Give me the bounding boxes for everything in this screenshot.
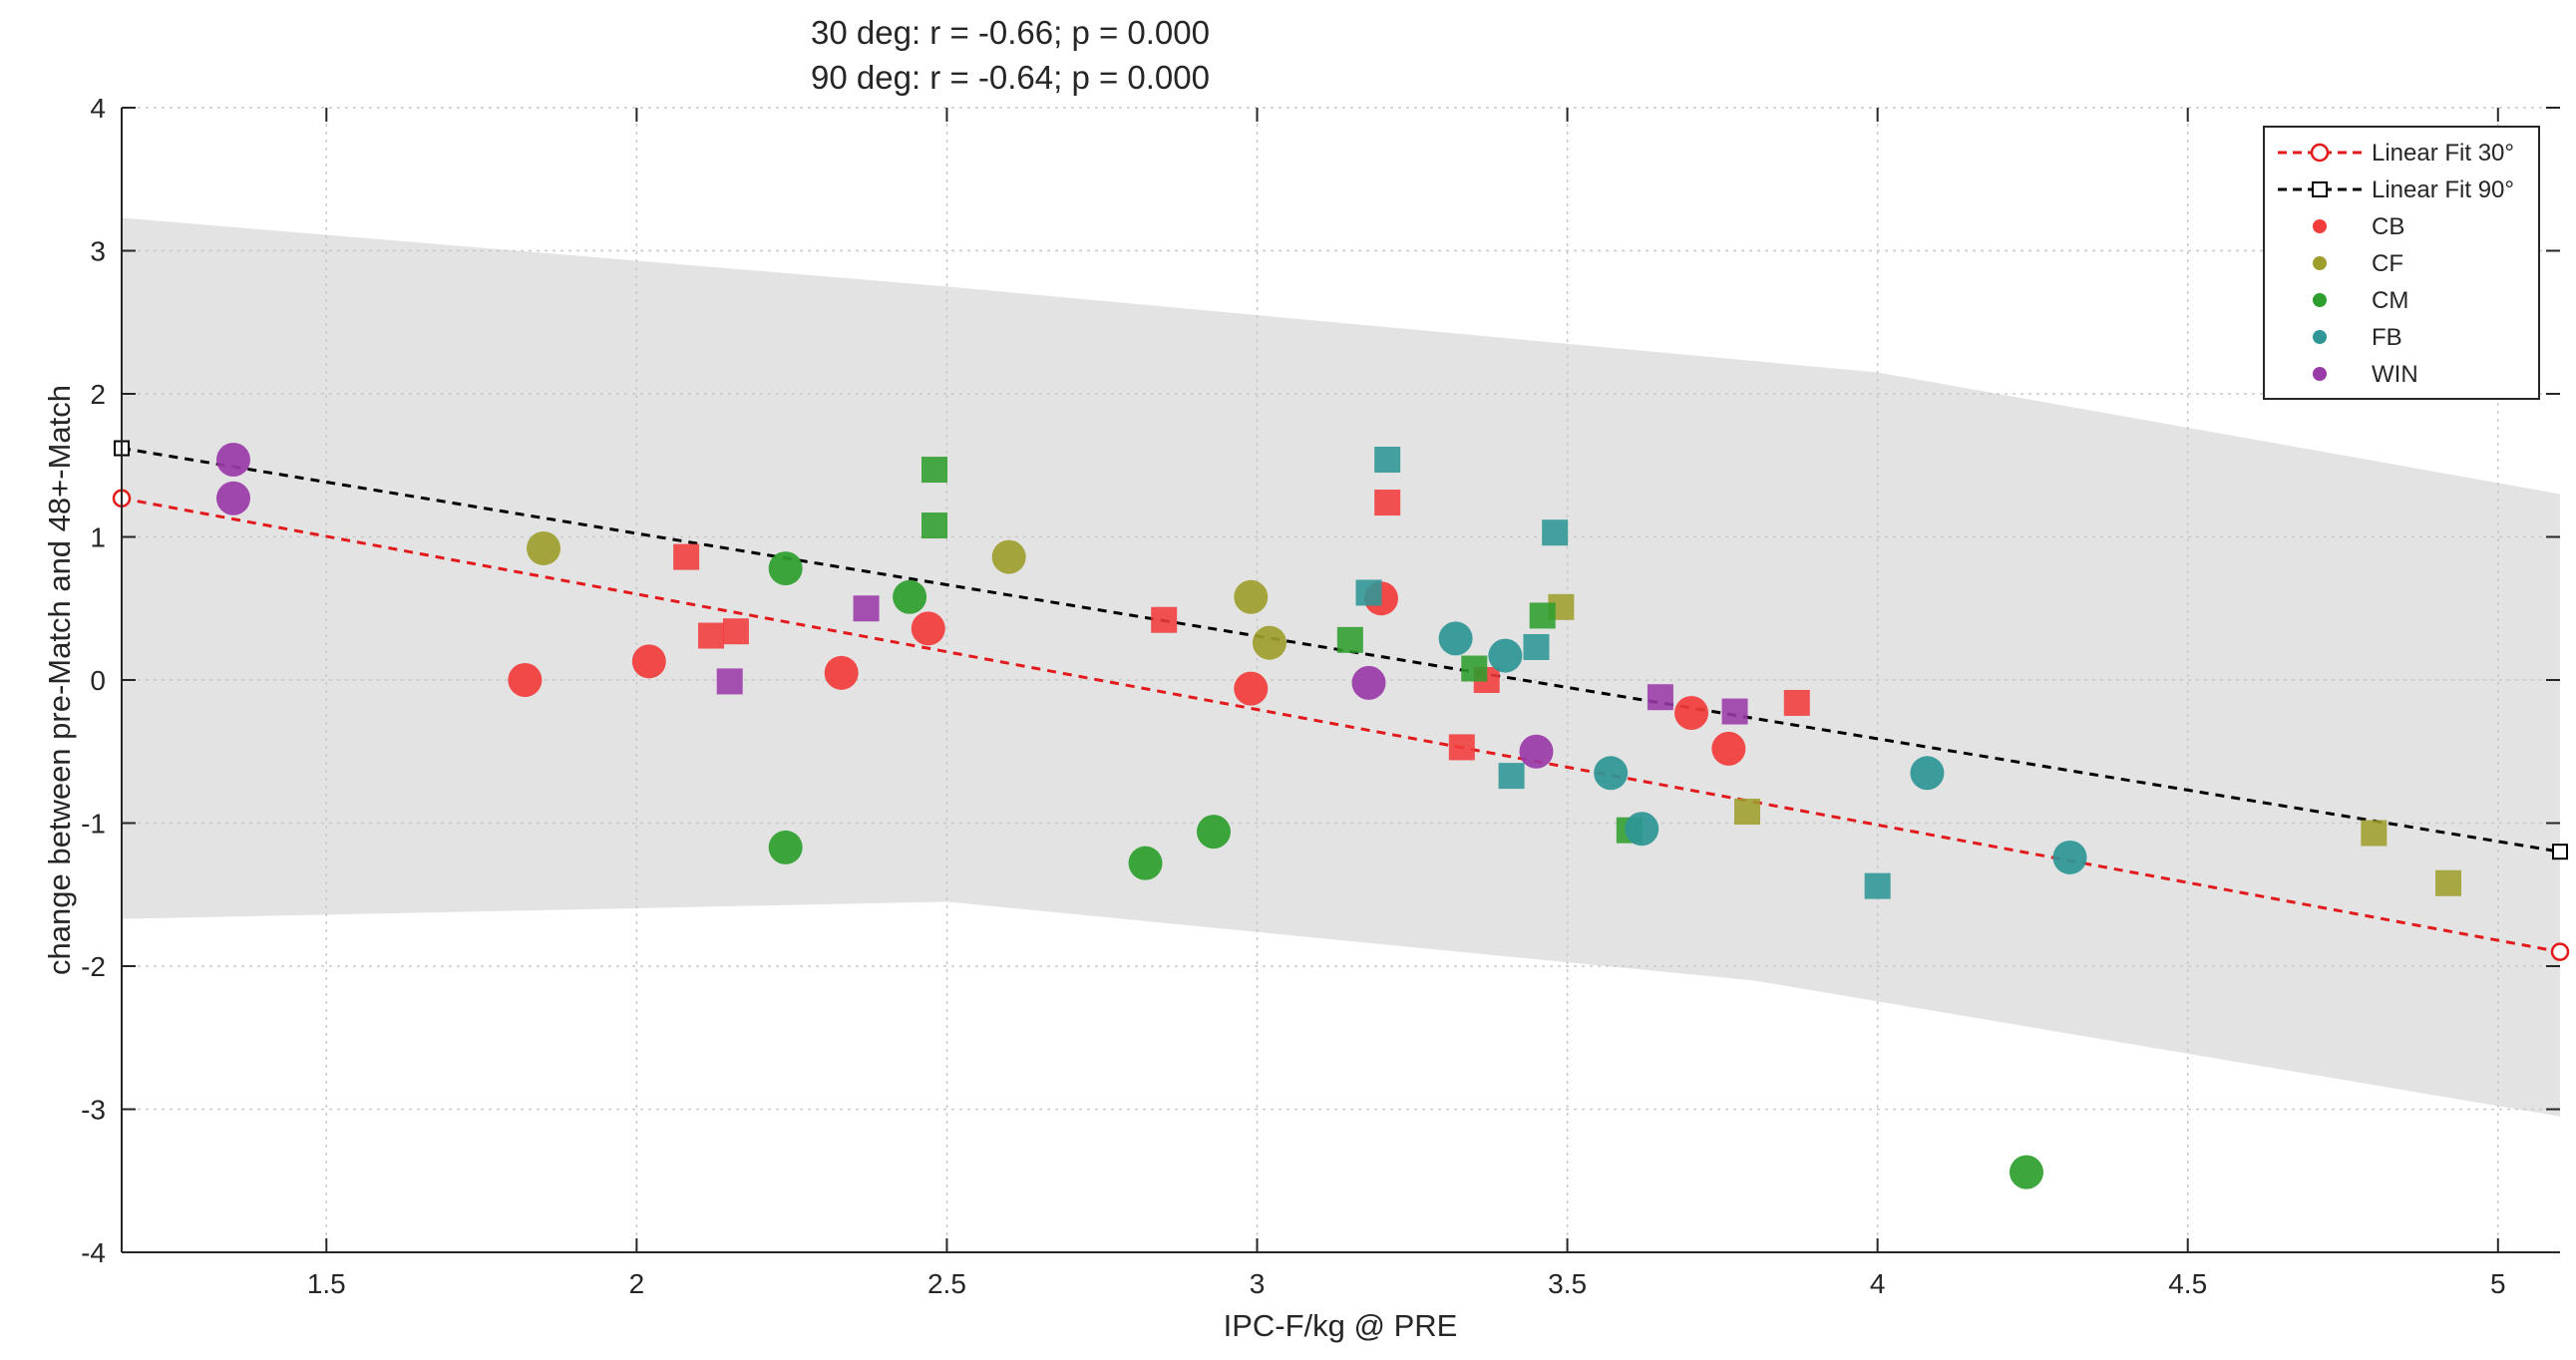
y-tick-label: 1 xyxy=(90,522,106,553)
axes-layer: 1.5 2 2.5 3 3.5 4 4.5 5 -4 -3 -2 -1 0 1 2 3 4 xyxy=(81,93,2560,1299)
data-point-cb-circle xyxy=(824,655,859,690)
data-point-win-square xyxy=(1647,684,1673,711)
data-point-cb-square xyxy=(722,618,749,645)
fit30-line xyxy=(121,497,2561,954)
data-point-cb-square xyxy=(673,543,700,570)
data-point-cm-circle xyxy=(2009,1155,2043,1190)
data-point-cb-circle xyxy=(508,663,543,697)
data-point-cb-square xyxy=(1374,490,1401,516)
chart-title-line-1: 30 deg: r = -0.66; p = 0.000 xyxy=(811,14,1210,51)
data-point-cb-square xyxy=(1783,689,1810,716)
data-point-cm-square xyxy=(921,457,947,484)
legend-cb-swatch xyxy=(2313,219,2327,233)
y-tick-label: 4 xyxy=(90,93,106,124)
legend-fit90-marker xyxy=(2312,181,2328,197)
data-point-win-square xyxy=(716,668,743,695)
legend-label: CB xyxy=(2372,213,2404,240)
legend-fit30-marker xyxy=(2310,143,2330,163)
legend-label: Linear Fit 30° xyxy=(2372,140,2514,167)
legend-cf-swatch xyxy=(2313,256,2327,270)
data-point-cb-square xyxy=(1151,606,1178,633)
y-tick-label: -2 xyxy=(81,951,106,982)
x-tick-label: 2 xyxy=(629,1268,645,1299)
data-point-win-circle xyxy=(1351,665,1386,700)
legend-label: Linear Fit 90° xyxy=(2372,176,2514,203)
data-point-fb-circle xyxy=(1488,638,1523,673)
legend-label: FB xyxy=(2372,324,2402,351)
data-point-cm-circle xyxy=(893,579,927,614)
fit90-endpoint-marker xyxy=(2552,844,2568,860)
data-point-cb-circle xyxy=(1674,696,1709,731)
data-point-cm-circle xyxy=(768,830,803,864)
data-point-cm-circle xyxy=(1128,846,1163,880)
data-point-fb-circle xyxy=(1438,621,1473,656)
y-tick-label: -4 xyxy=(81,1237,106,1268)
data-point-cb-circle xyxy=(911,611,945,646)
data-point-win-circle xyxy=(215,481,250,515)
x-tick-label: 5 xyxy=(2490,1268,2506,1299)
y-tick-label: 0 xyxy=(90,665,106,696)
data-point-fb-circle xyxy=(1910,756,1945,791)
data-point-layer xyxy=(215,443,2462,1190)
data-point-win-circle xyxy=(215,443,250,478)
data-point-cf-square xyxy=(2435,869,2462,896)
x-tick-label: 4.5 xyxy=(2168,1268,2207,1299)
x-tick-label: 4 xyxy=(1870,1268,1886,1299)
data-point-fb-circle xyxy=(2052,840,2087,874)
legend-cm-swatch xyxy=(2313,293,2327,307)
data-point-fb-square xyxy=(1355,579,1382,606)
data-point-win-circle xyxy=(1519,734,1554,769)
y-tick-label: 3 xyxy=(90,236,106,267)
y-tick-label: -1 xyxy=(81,809,106,840)
data-point-fb-square xyxy=(1542,519,1569,546)
data-point-cf-square xyxy=(1734,799,1760,826)
data-point-cm-square xyxy=(1336,626,1363,653)
chart-title-line-2: 90 deg: r = -0.64; p = 0.000 xyxy=(811,59,1210,96)
data-point-cb-circle xyxy=(631,644,666,679)
data-point-cm-square xyxy=(1529,602,1556,629)
data-point-fb-square xyxy=(1374,447,1401,474)
legend-win-swatch xyxy=(2313,367,2327,381)
y-axis-label: change between pre-Match and 48+-Match xyxy=(42,385,77,975)
data-point-win-square xyxy=(1721,698,1748,725)
data-point-cb-square xyxy=(1448,734,1475,761)
data-point-cf-circle xyxy=(991,539,1026,574)
x-tick-label: 1.5 xyxy=(307,1268,346,1299)
legend-label: CM xyxy=(2372,287,2408,314)
data-point-cb-circle xyxy=(1711,731,1746,766)
x-tick-label: 2.5 xyxy=(927,1268,966,1299)
legend-label: CF xyxy=(2372,250,2403,277)
data-point-cf-circle xyxy=(1252,625,1287,660)
data-point-fb-square xyxy=(1498,763,1525,790)
confidence-band-layer xyxy=(122,217,2560,1117)
y-tick-label: 2 xyxy=(90,379,106,410)
data-point-cb-square xyxy=(698,622,725,649)
data-point-cb-circle xyxy=(1234,671,1269,706)
data-point-cf-circle xyxy=(1234,579,1269,614)
data-point-cm-circle xyxy=(768,551,803,586)
legend-fb-swatch xyxy=(2313,330,2327,344)
data-point-cf-circle xyxy=(527,530,561,565)
legend-box xyxy=(2263,126,2540,400)
x-axis-label: IPC-F/kg @ PRE xyxy=(1224,1308,1458,1343)
y-tick-label: -3 xyxy=(81,1095,106,1126)
fit30-endpoint-marker xyxy=(2550,942,2570,961)
data-point-fb-circle xyxy=(1594,756,1629,791)
legend-label: WIN xyxy=(2372,361,2418,388)
data-point-win-square xyxy=(853,595,880,622)
data-point-cm-square xyxy=(921,512,947,539)
x-tick-label: 3 xyxy=(1250,1268,1266,1299)
data-point-cf-square xyxy=(2361,820,2388,847)
data-point-cm-circle xyxy=(1196,815,1231,850)
data-point-fb-square xyxy=(1864,872,1891,899)
confidence-band xyxy=(122,217,2560,1117)
x-tick-label: 3.5 xyxy=(1548,1268,1587,1299)
data-point-cm-square xyxy=(1461,655,1488,682)
legend: Linear Fit 30° Linear Fit 90° CB CF CM FB WIN xyxy=(2263,126,2540,400)
data-point-fb-circle xyxy=(1625,812,1659,847)
data-point-fb-square xyxy=(1523,633,1550,660)
